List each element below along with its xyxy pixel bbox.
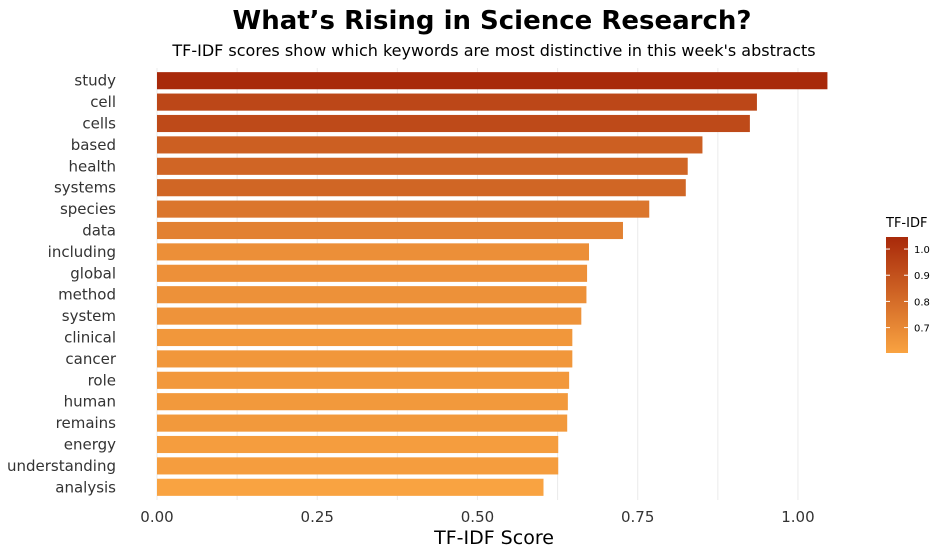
bar-role bbox=[157, 371, 570, 389]
category-label-species: species bbox=[60, 200, 116, 218]
category-label-based: based bbox=[71, 136, 116, 154]
x-tick-label: 1.00 bbox=[781, 508, 814, 526]
category-label-data: data bbox=[82, 222, 116, 240]
chart-subtitle: TF-IDF scores show which keywords are mo… bbox=[171, 41, 815, 60]
grid-layer bbox=[156, 68, 799, 500]
x-tick-label: 0.50 bbox=[461, 508, 494, 526]
category-label-energy: energy bbox=[64, 436, 116, 454]
chart-title: What’s Rising in Science Research? bbox=[233, 6, 752, 36]
legend-tick-label: 0.7 bbox=[914, 324, 930, 335]
bar-method bbox=[157, 286, 587, 304]
bar-cell bbox=[157, 93, 757, 111]
bar-analysis bbox=[157, 478, 544, 496]
category-label-including: including bbox=[48, 243, 116, 261]
category-label-global: global bbox=[70, 264, 116, 282]
category-label-analysis: analysis bbox=[55, 478, 116, 496]
x-tick-label: 0.00 bbox=[140, 508, 173, 526]
category-label-role: role bbox=[88, 371, 116, 389]
legend-tick-label: 0.8 bbox=[914, 297, 930, 308]
bar-energy bbox=[157, 435, 559, 454]
category-label-cells: cells bbox=[82, 115, 116, 133]
category-label-clinical: clinical bbox=[64, 329, 116, 347]
category-label-cancer: cancer bbox=[65, 350, 116, 368]
bar-clinical bbox=[157, 328, 573, 347]
bar-study bbox=[157, 72, 828, 90]
bar-based bbox=[157, 136, 703, 154]
legend: TF-IDF 0.7 0.8 0.9 1.0 bbox=[885, 216, 930, 353]
bar-global bbox=[157, 264, 588, 282]
legend-title: TF-IDF bbox=[885, 216, 927, 231]
bar-understanding bbox=[157, 457, 559, 475]
bar-systems bbox=[157, 179, 686, 197]
category-label-understanding: understanding bbox=[7, 457, 116, 475]
bar-human bbox=[157, 393, 568, 411]
bar-system bbox=[157, 307, 582, 325]
bar-species bbox=[157, 200, 650, 218]
category-label-systems: systems bbox=[54, 179, 116, 197]
legend-tick-label: 0.9 bbox=[914, 271, 930, 282]
bar-health bbox=[157, 157, 688, 175]
category-label-system: system bbox=[62, 307, 116, 325]
bar-data bbox=[157, 221, 623, 240]
category-label-method: method bbox=[58, 286, 116, 304]
x-axis-label: TF-IDF Score bbox=[433, 527, 554, 549]
category-label-health: health bbox=[69, 157, 116, 175]
bar-cancer bbox=[157, 350, 573, 368]
category-label-human: human bbox=[64, 393, 116, 411]
x-tick-label: 0.75 bbox=[621, 508, 654, 526]
bar-including bbox=[157, 243, 590, 261]
category-label-remains: remains bbox=[56, 414, 117, 432]
legend-colorbar bbox=[886, 237, 908, 353]
bar-remains bbox=[157, 414, 568, 432]
category-label-cell: cell bbox=[90, 93, 116, 111]
x-tick-label: 0.25 bbox=[301, 508, 334, 526]
bar-cells bbox=[157, 114, 750, 133]
x-tick-labels: 0.00 0.25 0.50 0.75 1.00 bbox=[140, 508, 814, 526]
category-label-study: study bbox=[74, 72, 116, 90]
bars-layer bbox=[157, 72, 828, 496]
legend-tick-label: 1.0 bbox=[914, 245, 930, 256]
category-labels: study cell cells based health systems species d… bbox=[7, 72, 117, 497]
